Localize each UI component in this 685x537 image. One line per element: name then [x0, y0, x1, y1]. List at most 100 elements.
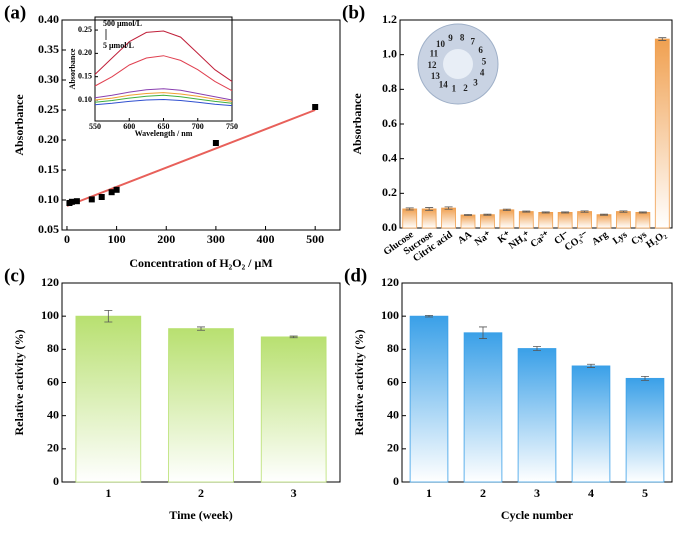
- spectrum-line: [94, 30, 233, 82]
- photo-label: 9: [448, 33, 453, 43]
- y-tick-label: 0.4: [382, 150, 397, 164]
- y-tick-label: 40: [47, 407, 59, 421]
- data-point: [108, 189, 115, 196]
- x-axis-title: Cycle number: [501, 508, 574, 522]
- bar: [538, 211, 554, 229]
- y-axis-title: Absorbance: [350, 93, 364, 155]
- x-tick-label: 2: [198, 486, 204, 500]
- bar: [75, 315, 142, 483]
- x-tick-label: H₂O₂: [644, 229, 668, 250]
- x-tick-label: 4: [588, 486, 594, 500]
- y-tick-label: 1.0: [382, 46, 397, 60]
- y-tick-label: 0.10: [78, 95, 92, 104]
- y-tick-label: 0.15: [78, 72, 92, 81]
- bar: [654, 38, 670, 229]
- photo-label: 2: [463, 83, 468, 93]
- photo-label: 8: [460, 32, 465, 42]
- bar: [168, 328, 234, 483]
- y-tick-label: 80: [387, 341, 399, 355]
- plot-frame: [94, 16, 233, 122]
- x-tick-label: 200: [157, 232, 175, 246]
- x-tick-label: 100: [108, 232, 126, 246]
- data-point: [113, 186, 120, 193]
- error-bar: [425, 314, 433, 318]
- y-tick-label: 0.40: [38, 12, 59, 26]
- bar: [460, 214, 476, 229]
- x-tick-label: Na⁺: [473, 229, 494, 248]
- error-bar: [104, 309, 113, 323]
- error-bar: [502, 208, 511, 211]
- y-axis-title: Relative activity (%): [12, 330, 26, 436]
- x-tick-label: 1: [426, 486, 432, 500]
- x-axis-title: Time (week): [169, 508, 232, 522]
- y-tick-label: 80: [47, 341, 59, 355]
- y-tick-label: 0.20: [78, 48, 92, 57]
- error-bar: [425, 207, 434, 211]
- spectrum-line: [94, 92, 233, 102]
- panel-label: (a): [4, 2, 26, 23]
- data-point: [68, 198, 75, 205]
- error-bar: [289, 335, 298, 339]
- bar: [635, 211, 651, 229]
- y-tick-label: 0.25: [78, 25, 92, 34]
- x-tick-label: AA: [456, 229, 475, 247]
- data-point: [98, 194, 105, 200]
- bar: [596, 214, 612, 229]
- data-point: [312, 104, 319, 110]
- annotation: 5 μmol/L: [103, 41, 134, 50]
- photo-label: 5: [482, 56, 487, 66]
- y-tick-label: 0.05: [38, 222, 59, 236]
- error-bar: [197, 326, 205, 331]
- data-point: [88, 196, 95, 203]
- x-tick-label: 700: [192, 122, 204, 131]
- photo-label: 4: [480, 68, 485, 78]
- x-tick-label: 400: [257, 232, 275, 246]
- y-tick-label: 0: [393, 474, 399, 488]
- photo-label: 13: [431, 71, 441, 81]
- x-tick-label: 5: [642, 486, 648, 500]
- photo-label: 14: [439, 79, 449, 89]
- error-bar: [587, 363, 595, 368]
- y-tick-label: 0.30: [38, 72, 59, 86]
- bar: [625, 377, 665, 483]
- x-tick-label: Lys: [611, 229, 630, 247]
- x-axis-title: Wavelength / nm: [135, 129, 193, 138]
- y-tick-label: 120: [41, 275, 59, 289]
- y-tick-label: 0.6: [382, 116, 397, 130]
- spectrum-line: [94, 98, 233, 107]
- x-tick-label: 0: [64, 232, 70, 246]
- error-bar: [444, 206, 453, 210]
- x-tick-label: 600: [123, 122, 135, 131]
- error-bar: [464, 214, 472, 216]
- photo-label: 7: [471, 37, 476, 47]
- error-bar: [522, 210, 531, 213]
- annotation: 500 μmol/L: [103, 19, 142, 28]
- x-tick-label: 1: [105, 486, 111, 500]
- x-tick-label: 2: [480, 486, 486, 500]
- y-tick-label: 0: [53, 474, 59, 488]
- panel-label: (c): [4, 265, 25, 286]
- y-tick-label: 0.20: [38, 132, 59, 146]
- bar: [402, 208, 418, 229]
- bar: [480, 214, 495, 229]
- x-tick-label: 650: [158, 122, 170, 131]
- x-tick-label: Ca²⁺: [529, 229, 552, 250]
- panel-label: (d): [344, 265, 367, 286]
- bar: [517, 348, 557, 483]
- y-tick-label: 100: [41, 308, 59, 322]
- y-tick-label: 1.2: [382, 12, 397, 26]
- panel-label: (b): [342, 2, 365, 23]
- error-bar: [533, 346, 541, 351]
- x-tick-label: 3: [534, 486, 540, 500]
- y-tick-label: 0.8: [382, 81, 397, 95]
- fit-line: [66, 109, 316, 207]
- data-point: [212, 140, 219, 146]
- x-tick-label: 3: [291, 486, 297, 500]
- photo-label: 6: [478, 45, 483, 55]
- error-bar: [541, 211, 550, 214]
- y-tick-label: 40: [387, 407, 399, 421]
- spectrum-line: [94, 88, 233, 101]
- y-tick-label: 0.0: [382, 220, 397, 234]
- data-point: [73, 198, 80, 205]
